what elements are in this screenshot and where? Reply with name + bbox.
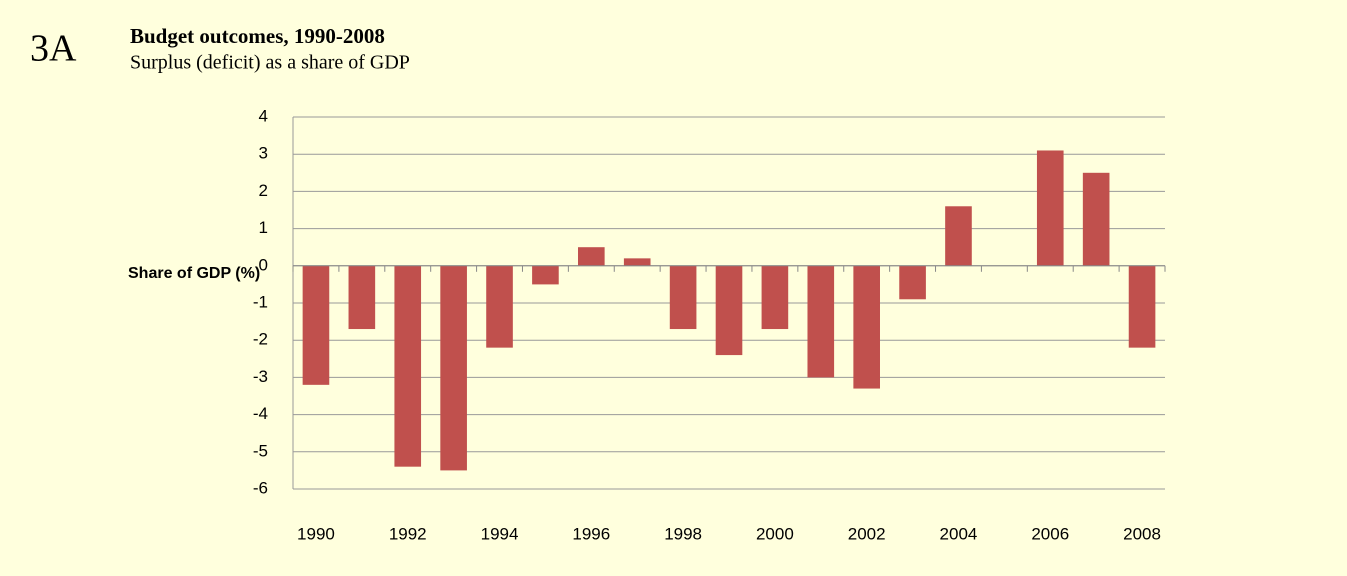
bar <box>486 265 513 348</box>
x-tick-label: 1998 <box>664 524 702 543</box>
chart-subtitle: Surplus (deficit) as a share of GDP <box>130 52 410 74</box>
y-tick-label: 4 <box>259 106 268 125</box>
y-tick-label: -5 <box>253 441 268 460</box>
y-tick-label: -2 <box>253 330 268 349</box>
bar <box>899 265 926 300</box>
y-tick-label: -6 <box>253 478 268 497</box>
bar <box>715 265 743 356</box>
bar <box>623 258 651 266</box>
x-tick-label: 2002 <box>848 524 886 543</box>
y-tick-label: -1 <box>253 292 268 311</box>
bar <box>532 265 559 285</box>
bar <box>1082 172 1110 266</box>
bar <box>945 206 972 266</box>
bar <box>578 247 605 266</box>
x-tick-label: 1996 <box>572 524 610 543</box>
bar <box>1128 265 1156 348</box>
x-tick-label: 2004 <box>940 524 978 543</box>
panel-label: 3A <box>30 28 77 70</box>
x-tick-label: 2000 <box>756 524 794 543</box>
bar <box>853 265 880 389</box>
bar <box>440 265 467 471</box>
x-tick-label: 2008 <box>1123 524 1161 543</box>
y-tick-label: 2 <box>259 181 268 200</box>
x-tick-label: 1994 <box>481 524 519 543</box>
chart-title: Budget outcomes, 1990-2008 <box>130 24 385 48</box>
y-tick-label: 3 <box>259 144 268 163</box>
x-tick-label: 1990 <box>297 524 335 543</box>
bar <box>807 265 835 378</box>
y-tick-label: -3 <box>253 367 268 386</box>
y-tick-label: 1 <box>259 218 268 237</box>
y-axis-label: Share of GDP (%) <box>128 265 260 282</box>
x-tick-label: 2006 <box>1031 524 1069 543</box>
bar <box>348 265 376 330</box>
bar <box>1036 150 1064 266</box>
y-tick-label: 0 <box>259 255 268 274</box>
bar <box>669 265 697 330</box>
y-tick-label: -4 <box>253 404 268 423</box>
bar <box>302 265 330 385</box>
bar <box>394 265 422 467</box>
x-tick-label: 1992 <box>389 524 427 543</box>
bar <box>761 265 789 330</box>
